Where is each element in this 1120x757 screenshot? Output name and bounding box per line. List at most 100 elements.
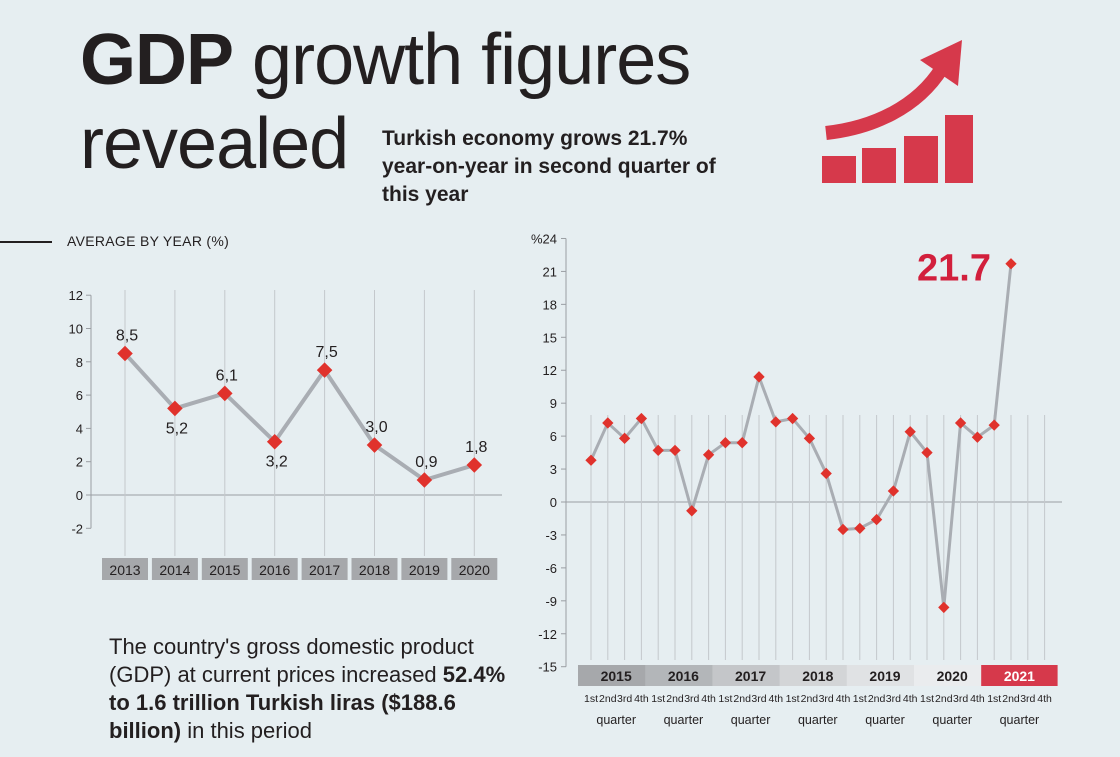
year-box (201, 558, 248, 580)
title-rest: growth figures (252, 20, 691, 100)
quarter-label: 1st (786, 693, 800, 705)
data-point (719, 437, 732, 449)
quarter-label: 2nd (801, 693, 819, 705)
y-tick-label: -2 (71, 521, 83, 536)
year-box (578, 665, 655, 686)
quarter-label: 1st (920, 693, 934, 705)
quarter-word: quarter (596, 713, 636, 727)
y-tick-label: 0 (76, 488, 83, 503)
data-point (686, 505, 698, 517)
data-label: 3,0 (365, 419, 387, 436)
x-tick-label: 2019 (409, 562, 440, 578)
data-point (669, 444, 681, 457)
x-tick-label: 2018 (359, 562, 390, 578)
y-tick-label: 6 (76, 388, 83, 403)
quarter-label: 4th (903, 693, 918, 705)
data-point (887, 485, 900, 497)
quarter-label: 4th (634, 693, 649, 705)
year-label: 2017 (735, 668, 766, 684)
year-label: 2020 (937, 668, 968, 684)
body-text-after: in this period (187, 718, 312, 743)
y-tick-label: 15 (543, 330, 557, 345)
data-point (635, 412, 648, 425)
data-point (1005, 258, 1017, 270)
y-tick-label: -6 (545, 561, 557, 576)
highlight-label: 21.7 (917, 248, 991, 290)
y-tick-label: 18 (543, 297, 557, 312)
quarter-word: quarter (932, 713, 972, 727)
data-point (837, 523, 849, 536)
quarter-label: 3rd (617, 693, 632, 705)
quarter-label: 3rd (886, 693, 901, 705)
x-tick-label: 2014 (159, 562, 190, 578)
year-label: 2016 (668, 668, 699, 684)
quarter-label: 2nd (733, 693, 751, 705)
data-label: 3,2 (266, 454, 288, 471)
data-point (904, 426, 916, 438)
y-tick-label: -15 (538, 660, 557, 675)
quarter-label: 3rd (819, 693, 834, 705)
data-point (602, 417, 614, 429)
x-tick-label: 2020 (459, 562, 490, 578)
y-tick-label: %24 (531, 231, 557, 246)
year-label: 2021 (1004, 668, 1035, 684)
data-label: 5,2 (166, 420, 188, 437)
quarter-word: quarter (731, 713, 771, 727)
page-title-line2: revealed (80, 104, 349, 184)
data-point (803, 432, 816, 444)
data-point (702, 449, 715, 461)
year-box (846, 665, 924, 686)
y-tick-label: 21 (543, 264, 557, 279)
body-text-bold: 52.4% to 1.6 trillion Turkish liras ($18… (109, 662, 506, 743)
year-box (401, 558, 448, 580)
quarter-label: 2nd (868, 693, 886, 705)
year-box (351, 558, 398, 580)
y-tick-label: 0 (550, 495, 557, 510)
data-point (652, 444, 664, 457)
quarter-label: 4th (701, 693, 716, 705)
quarter-word: quarter (865, 713, 905, 727)
quarter-label: 2nd (666, 693, 684, 705)
y-tick-label: -9 (545, 594, 557, 609)
data-point (921, 446, 933, 459)
section-label: AVERAGE BY YEAR (%) (67, 233, 230, 249)
year-label: 2015 (601, 668, 632, 684)
y-tick-label: 2 (76, 455, 83, 470)
series-line (123, 352, 475, 483)
y-tick-label: 6 (550, 429, 557, 444)
data-point (770, 416, 782, 428)
quarter-word: quarter (798, 713, 838, 727)
page-title: GDP growth figures (80, 20, 691, 100)
data-point (217, 385, 233, 402)
body-paragraph: The country's gross domestic product (GD… (109, 633, 529, 745)
quarter-label: 1st (853, 693, 867, 705)
y-tick-label: 9 (550, 396, 557, 411)
y-tick-label: 10 (69, 322, 83, 337)
y-tick-label: 12 (69, 288, 83, 303)
quarter-label: 4th (836, 693, 851, 705)
quarter-label: 3rd (751, 693, 766, 705)
data-point (820, 467, 832, 480)
year-box (451, 558, 498, 580)
year-label: 2019 (869, 668, 900, 684)
year-box (981, 665, 1058, 686)
year-label: 2018 (802, 668, 833, 684)
title-bold-word: GDP (80, 20, 234, 100)
quarter-label: 3rd (1020, 693, 1035, 705)
x-tick-label: 2017 (309, 562, 340, 578)
body-text-before: The country's gross domestic product (GD… (109, 634, 474, 687)
data-label: 6,1 (216, 367, 238, 384)
year-box (301, 558, 348, 580)
y-tick-label: 8 (76, 355, 83, 370)
y-tick-label: -3 (545, 528, 557, 543)
quarter-label: 4th (970, 693, 985, 705)
section-rule (0, 241, 52, 243)
quarter-label: 2nd (1002, 693, 1020, 705)
quarter-word: quarter (664, 713, 704, 727)
y-tick-label: -12 (538, 627, 557, 642)
quarter-label: 1st (718, 693, 732, 705)
year-box (251, 558, 298, 580)
data-point (618, 432, 631, 444)
y-tick-label: 12 (543, 363, 557, 378)
